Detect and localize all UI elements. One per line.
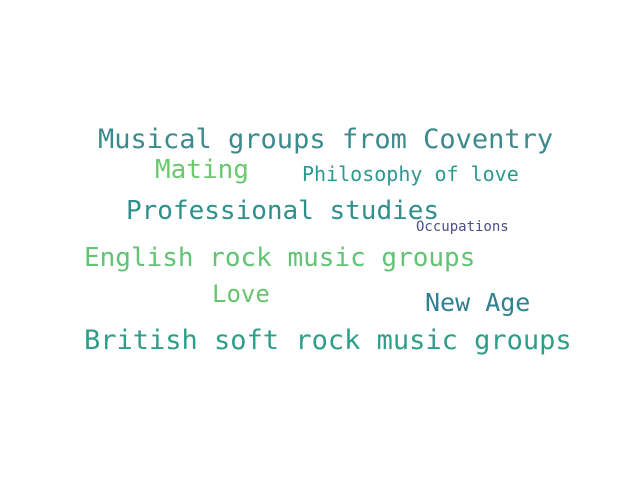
word-love: Love xyxy=(212,280,270,308)
word-new-age: New Age xyxy=(425,288,531,317)
word-english-rock-music-groups: English rock music groups xyxy=(84,243,476,273)
word-occupations: Occupations xyxy=(416,219,509,235)
word-philosophy-of-love: Philosophy of love xyxy=(302,162,519,186)
word-british-soft-rock-music-groups: British soft rock music groups xyxy=(84,325,572,356)
word-mating: Mating xyxy=(155,155,249,185)
word-musical-groups-from-coventry: Musical groups from Coventry xyxy=(98,124,554,155)
word-professional-studies: Professional studies xyxy=(126,196,440,226)
